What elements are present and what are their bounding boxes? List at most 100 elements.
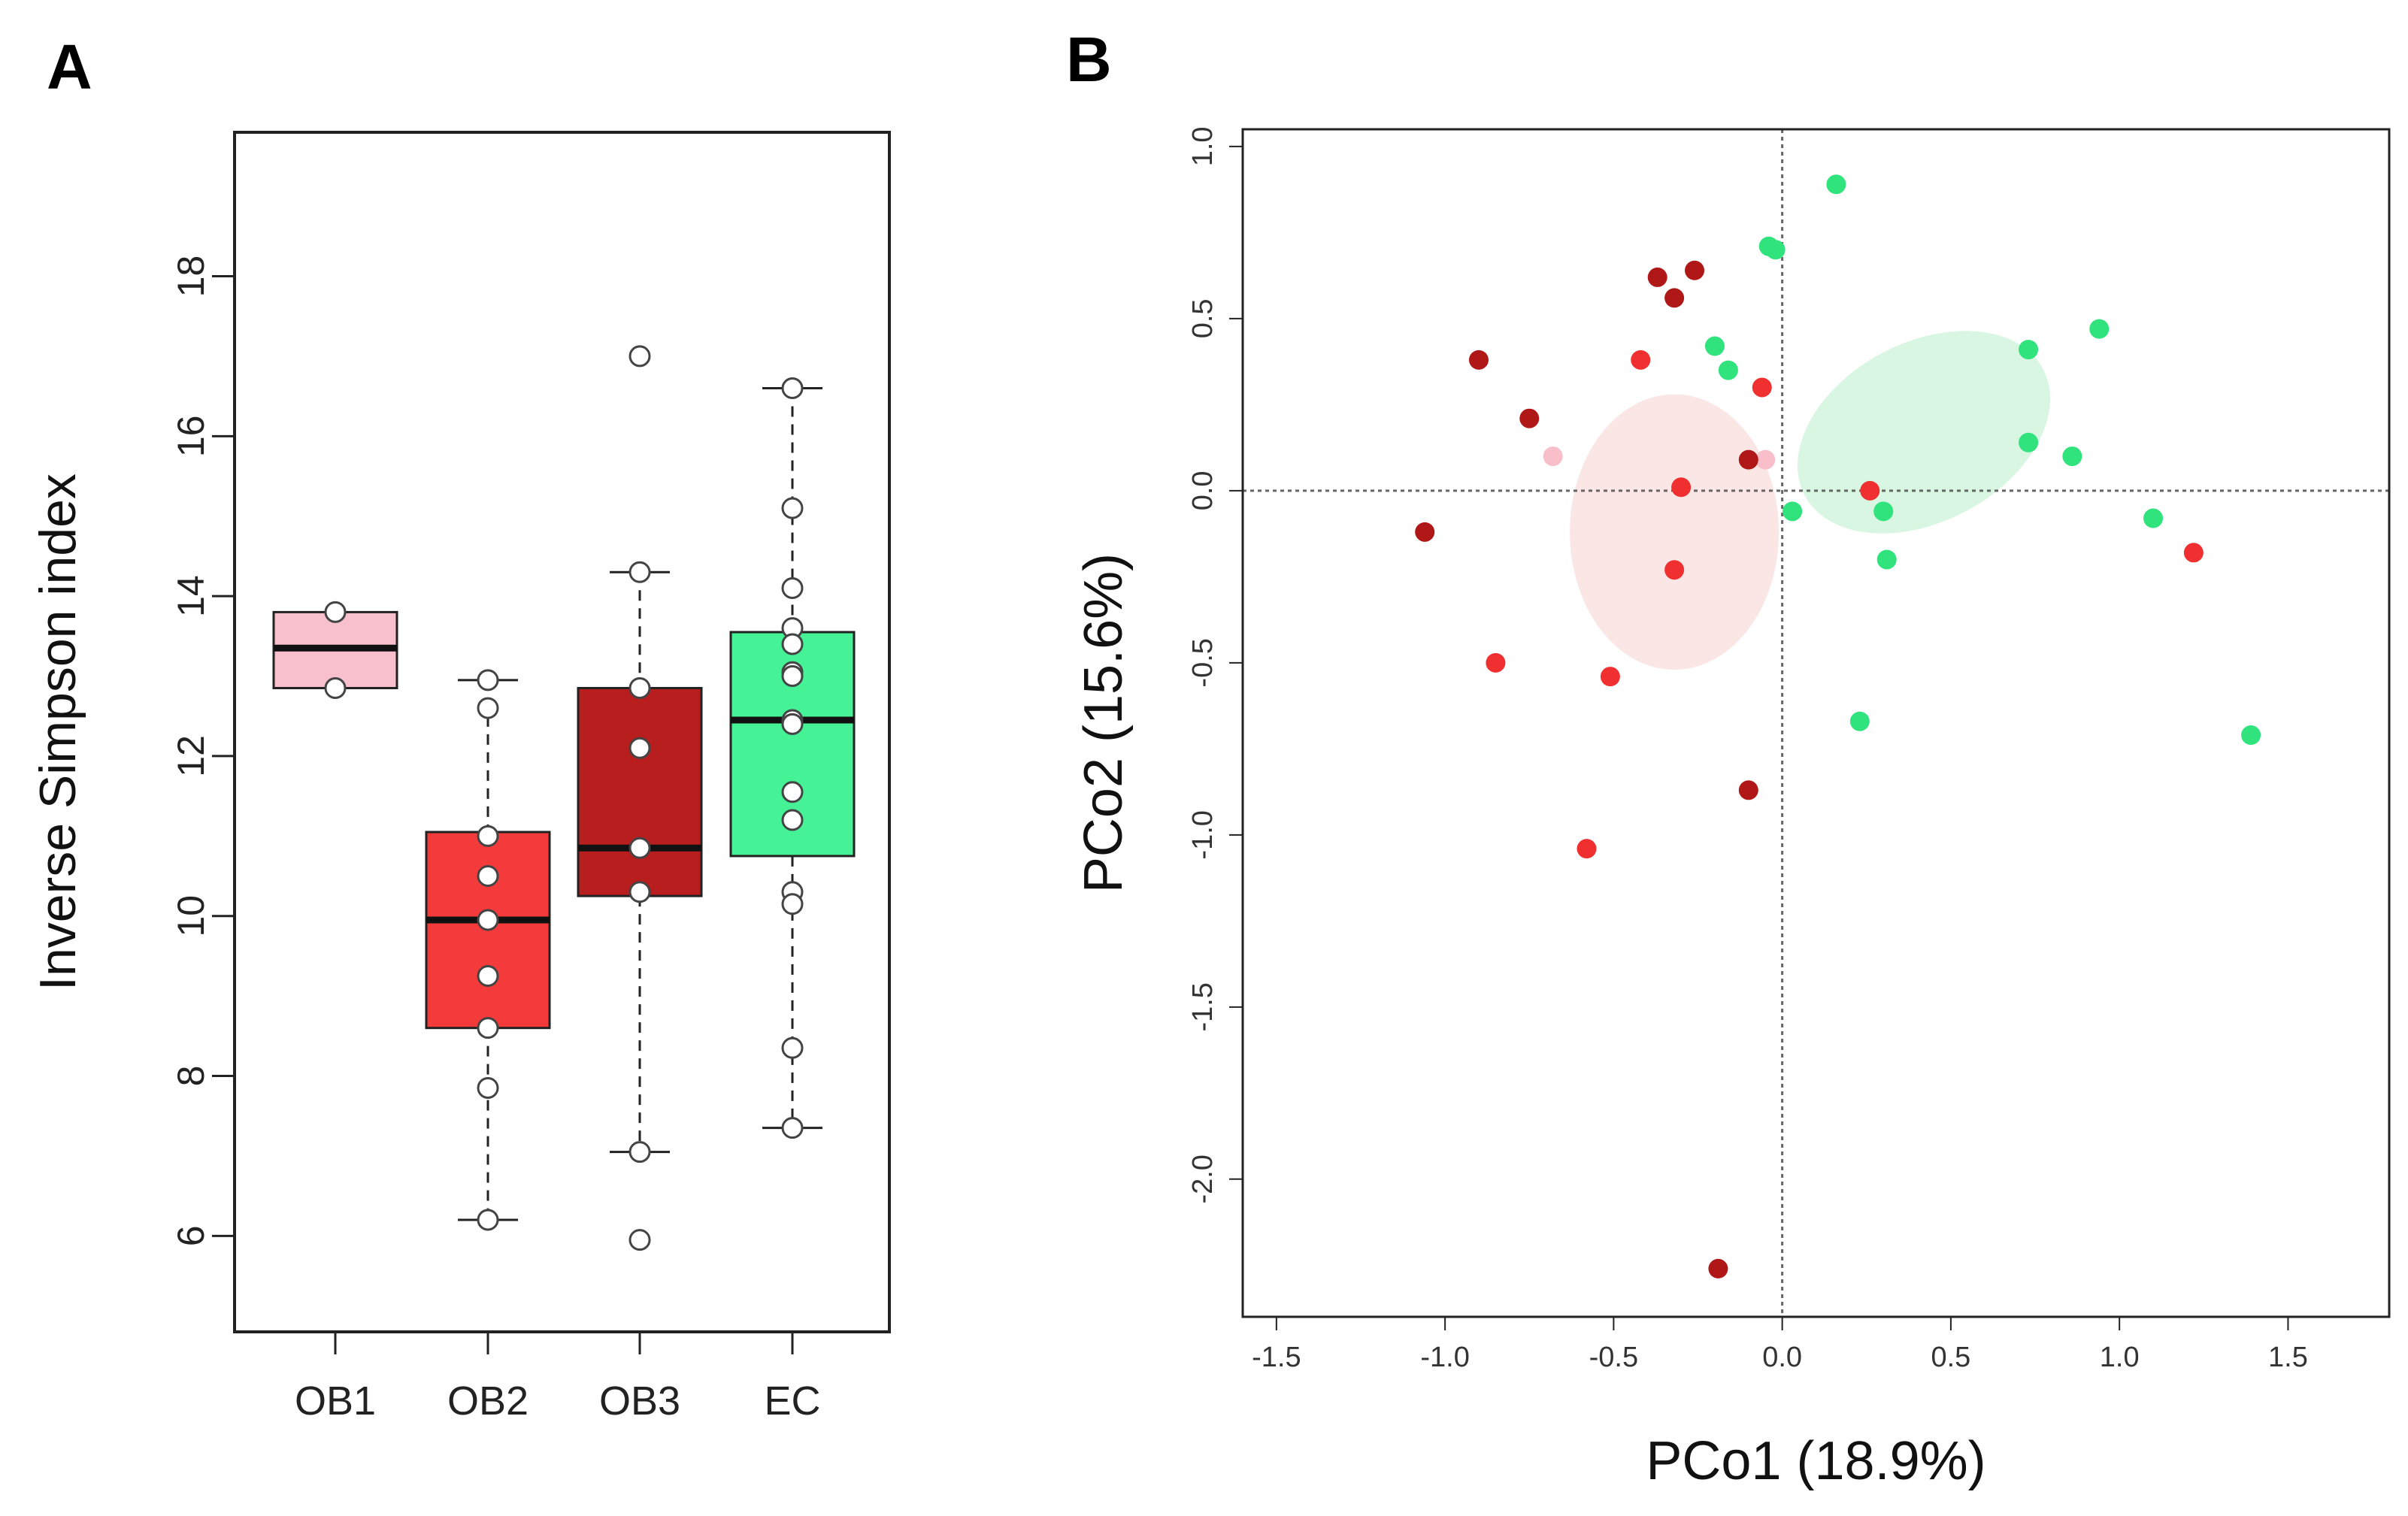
panel-b-x-ticks: -1.5 -1.0 -0.5 0.0 0.5 1.0 1.5: [1252, 1317, 2308, 1373]
panel-b-x-tick-label: 0.0: [1762, 1342, 1802, 1373]
panel-a-data-point: [781, 781, 804, 803]
panel-b-data-point: [2062, 446, 2082, 467]
panel-b-data-point: [1631, 349, 1651, 370]
panel-b-data-point: [1738, 780, 1758, 800]
panel-a-data-point: [781, 497, 804, 519]
panel-a-data-point: [781, 713, 804, 735]
panel-b-data-point: [1468, 349, 1489, 370]
panel-b-y-axis-label: PCo2 (15.6%): [1074, 553, 1134, 893]
panel-a-data-point: [477, 1076, 499, 1099]
panel-b-data-point: [1765, 240, 1786, 260]
panel-a-data-point: [477, 865, 499, 888]
panel-a-data-point: [477, 697, 499, 719]
panel-a-data-point: [477, 1017, 499, 1039]
panel-a-category-label: OB2: [447, 1378, 529, 1424]
panel-b-data-point: [2089, 319, 2110, 339]
panel-b-y-tick-label: 0.0: [1187, 471, 1219, 510]
panel-a-categories: OB1 OB2 OB3 EC: [295, 1332, 821, 1424]
panel-b-data-point: [2183, 543, 2204, 563]
panel-a-y-tick-label: 18: [170, 256, 212, 298]
panel-b-x-tick-label: -1.0: [1420, 1342, 1469, 1373]
panel-a-data-point: [629, 561, 651, 583]
panel-b-data-point: [1755, 449, 1776, 470]
panel-b-data-point: [1543, 446, 1563, 467]
panel-b-data-point: [1600, 667, 1620, 687]
panel-b-data-point: [1519, 408, 1540, 428]
panel-b-points: [1415, 174, 2261, 1278]
panel-b-ellipses: [1570, 331, 2051, 670]
panel-b-x-axis-label: PCo1 (18.9%): [1646, 1431, 1985, 1491]
panel-b-data-point: [2143, 508, 2164, 528]
panel-b-data-point: [1849, 711, 1870, 731]
panel-b-y-tick-label: -2.0: [1187, 1154, 1219, 1203]
panel-a-y-tick-label: 12: [170, 735, 212, 777]
panel-a-data-point: [781, 633, 804, 655]
panel-a-data-point: [781, 665, 804, 688]
panel-a-data-point: [477, 669, 499, 691]
panel-b-y-tick-label: 1.0: [1187, 126, 1219, 166]
panel-a-box: [577, 686, 703, 897]
panel-a-data-point: [629, 737, 651, 759]
panel-a-y-tick-label: 14: [170, 575, 212, 617]
panel-b-data-point: [1685, 260, 1705, 280]
panel-b-data-point: [2019, 432, 2039, 452]
panel-b-data-point: [2241, 725, 2261, 746]
panel-a-data-point: [781, 1036, 804, 1059]
panel-b-data-point: [1783, 501, 1803, 522]
panel-b-y-ticks: -2.0 -1.5 -1.0 -0.5 0.0 0.5 1.0: [1187, 126, 1243, 1204]
panel-a-data-point: [629, 345, 651, 368]
panel-b-data-point: [1738, 449, 1758, 470]
panel-b-label: B: [1066, 24, 1112, 95]
panel-b-x-tick-label: -0.5: [1589, 1342, 1638, 1373]
panel-b-data-point: [1873, 501, 1894, 522]
panel-a-group-ob3: [577, 345, 703, 1251]
panel-b-series-ob1: [1543, 446, 1776, 470]
panel-b-plot-frame: [1241, 128, 2391, 1318]
panel-a-category-label: EC: [764, 1378, 820, 1424]
panel-b-x-tick-label: 1.5: [2268, 1342, 2308, 1373]
panel-b-data-point: [1664, 560, 1685, 580]
panel-a-y-tick-label: 16: [170, 416, 212, 458]
panel-b-x-tick-label: -1.5: [1252, 1342, 1301, 1373]
panel-b-pcoa-scatter: B -1.5 -1.0 -0.5 0.0 0.5 1.0 1.5 -2.0-1.5-1.0-…: [1066, 24, 2391, 1491]
panel-a-data-point: [477, 825, 499, 847]
panel-a-category-label: OB1: [295, 1378, 376, 1424]
panel-a-boxes: [272, 345, 856, 1251]
panel-b-series-ec: [1704, 174, 2261, 746]
panel-b-data-point: [1664, 288, 1685, 308]
panel-a-label: A: [47, 32, 92, 102]
panel-a-y-tick-label: 8: [170, 1066, 212, 1087]
panel-b-x-tick-label: 0.5: [1931, 1342, 1970, 1373]
panel-a-y-axis-label: Inverse Simpson index: [29, 474, 86, 991]
panel-b-y-tick-label: -1.0: [1187, 810, 1219, 859]
panel-b-data-point: [1718, 360, 1738, 380]
panel-a-group-ec: [729, 377, 856, 1139]
panel-b-data-point: [1876, 549, 1897, 570]
panel-a-data-point: [477, 909, 499, 931]
panel-b-data-point: [1704, 336, 1725, 356]
panel-b-y-tick-label: -1.5: [1187, 982, 1219, 1031]
panel-b-y-tick-label: 0.5: [1187, 298, 1219, 338]
panel-a-data-point: [324, 601, 347, 623]
panel-a-data-point: [324, 676, 347, 699]
panel-a-y-tick-label: 10: [170, 895, 212, 937]
panel-b-data-point: [1415, 522, 1435, 542]
panel-a-data-point: [629, 1229, 651, 1251]
panel-b-ellipse-ec: [1798, 331, 2051, 534]
panel-a-data-point: [477, 965, 499, 988]
panel-a-group-ob2: [425, 669, 551, 1231]
panel-b-ellipse-ob: [1570, 394, 1779, 670]
panel-b-data-point: [1708, 1258, 1728, 1278]
panel-a-data-point: [629, 1141, 651, 1163]
panel-a-data-point: [781, 893, 804, 915]
panel-b-data-point: [1486, 652, 1506, 673]
panel-b-data-point: [2019, 340, 2039, 360]
panel-b-series-ob3: [1415, 260, 1758, 1278]
panel-a-box-plot: A Inverse Simpson index 6 8 10 12 14 16 18 OB1…: [29, 32, 891, 1424]
panel-a-data-point: [781, 377, 804, 399]
panel-a-data-point: [781, 809, 804, 831]
panel-b-data-point: [1647, 267, 1667, 287]
panel-a-data-point: [477, 1209, 499, 1231]
panel-b-series-ob2: [1486, 349, 2204, 859]
